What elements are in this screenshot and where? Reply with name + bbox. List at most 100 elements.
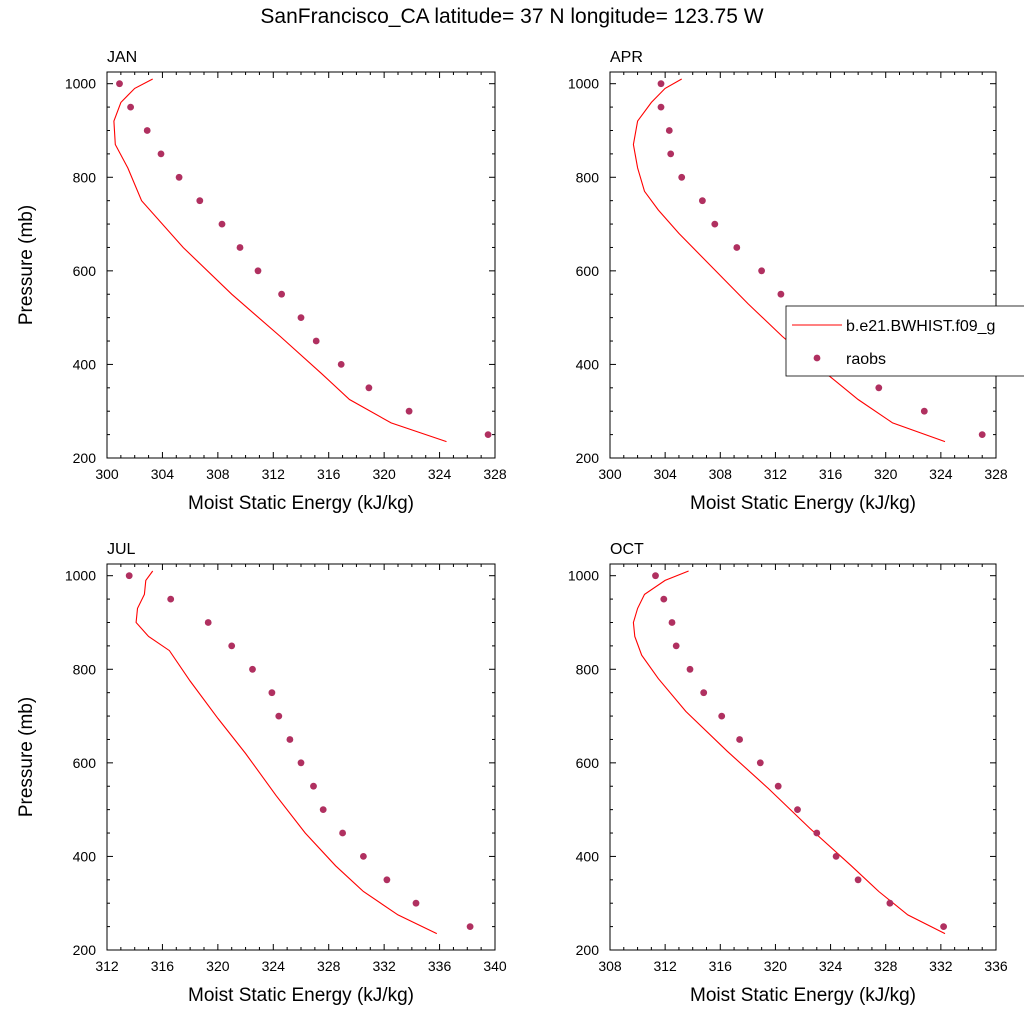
x-tick-label: 328 [984, 466, 1008, 482]
x-tick-label: 312 [764, 466, 788, 482]
raobs-point [466, 923, 474, 930]
raobs-point [652, 572, 659, 580]
x-tick-label: 324 [819, 958, 843, 974]
raobs-point [657, 103, 665, 111]
y-axis-label: Pressure (mb) [16, 205, 37, 325]
x-tick-label: 316 [317, 466, 341, 482]
raobs-point [310, 782, 317, 790]
raobs-point [978, 431, 986, 438]
raobs-point [718, 712, 726, 720]
y-tick-label: 600 [576, 263, 600, 279]
raobs-point [365, 384, 373, 392]
y-tick-label: 800 [73, 169, 97, 185]
raobs-point [660, 595, 668, 603]
x-tick-label: 308 [206, 466, 230, 482]
x-tick-label: 332 [372, 958, 396, 974]
raobs-point [278, 290, 285, 298]
raobs-point [412, 899, 420, 907]
model-series-line [632, 570, 946, 935]
x-tick-label: 316 [151, 958, 175, 974]
y-tick-label: 1000 [568, 76, 599, 92]
y-tick-label: 200 [73, 942, 97, 958]
raobs-point [875, 384, 883, 392]
x-tick-label: 332 [929, 958, 953, 974]
raobs-point [777, 290, 785, 298]
raobs-point [196, 197, 204, 205]
raobs-point [143, 127, 151, 134]
y-tick-label: 400 [73, 848, 97, 864]
raobs-point [167, 595, 175, 603]
raobs-point [733, 244, 741, 251]
x-tick-label: 320 [372, 466, 396, 482]
raobs-point [484, 431, 492, 438]
x-axis-label: Moist Static Energy (kJ/kg) [188, 493, 414, 514]
x-axis-label: Moist Static Energy (kJ/kg) [188, 985, 414, 1006]
panel-label: JUL [107, 541, 136, 558]
raobs-point [312, 337, 320, 345]
legend-raobs-swatch [813, 354, 821, 362]
raobs-point [756, 759, 764, 767]
x-tick-label: 316 [819, 466, 843, 482]
plot-frame [609, 563, 997, 951]
panel-apr: 300 304 308 312 316 320 324 328 200 400 600 800 1000… [568, 49, 1008, 514]
raobs-point [758, 267, 765, 275]
raobs-point [127, 103, 134, 111]
model-series-line [135, 570, 438, 935]
x-tick-label: 320 [874, 466, 898, 482]
raobs-point [218, 220, 226, 228]
raobs-point [204, 619, 212, 626]
raobs-point [736, 736, 743, 743]
x-tick-label: 328 [874, 958, 898, 974]
raobs-point [711, 220, 719, 228]
x-tick-label: 304 [653, 466, 677, 482]
y-tick-label: 400 [73, 356, 97, 372]
x-tick-label: 340 [483, 958, 507, 974]
raobs-point [854, 876, 862, 884]
raobs-point [337, 361, 345, 368]
raobs-point [254, 267, 262, 275]
raobs-point [157, 150, 165, 158]
x-tick-label: 300 [598, 466, 622, 482]
y-tick-label: 800 [576, 661, 600, 677]
x-tick-label: 312 [653, 958, 677, 974]
raobs-point [774, 782, 782, 790]
raobs-point [275, 712, 283, 720]
raobs-point [665, 127, 673, 134]
y-tick-label: 800 [73, 661, 97, 677]
y-tick-label: 400 [576, 356, 600, 372]
x-tick-label: 328 [483, 466, 507, 482]
y-tick-label: 600 [73, 263, 97, 279]
panel-oct: 308 312 316 320 324 328 332 336 200 400 600 800 1000… [568, 541, 1008, 1006]
raobs-point [297, 759, 305, 767]
raobs-point [360, 853, 367, 860]
y-tick-label: 200 [576, 450, 600, 466]
x-axis-label: Moist Static Energy (kJ/kg) [690, 985, 916, 1006]
panel-jan: 300 304 308 312 316 320 324 328 200 400 600 800 1000… [16, 49, 507, 514]
x-tick-label: 320 [206, 958, 230, 974]
legend-box [785, 305, 1024, 377]
chart-title: SanFrancisco_CA latitude= 37 N longitude… [260, 5, 764, 28]
raobs-point [383, 876, 391, 884]
raobs-point [339, 829, 346, 837]
x-tick-label: 324 [262, 958, 286, 974]
panel-label: JAN [107, 49, 137, 66]
raobs-point [886, 899, 894, 907]
raobs-point [686, 665, 694, 673]
y-tick-label: 1000 [65, 568, 96, 584]
raobs-point [286, 736, 294, 743]
raobs-point [813, 829, 821, 837]
x-tick-label: 312 [262, 466, 286, 482]
y-tick-label: 800 [576, 169, 600, 185]
raobs-point [699, 197, 706, 205]
x-tick-label: 316 [709, 958, 733, 974]
raobs-point [794, 806, 801, 813]
y-tick-label: 1000 [568, 568, 599, 584]
raobs-point [657, 80, 665, 88]
y-tick-label: 600 [73, 755, 97, 771]
raobs-point [116, 80, 123, 88]
x-tick-label: 312 [95, 958, 119, 974]
model-series-line [632, 78, 946, 443]
raobs-point [175, 173, 183, 181]
